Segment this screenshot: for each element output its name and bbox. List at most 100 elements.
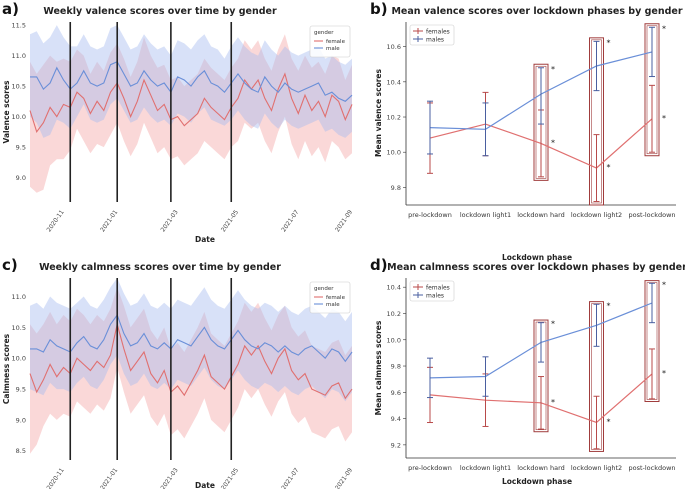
x-tick-label: lockdown light1 (460, 211, 511, 219)
x-tick-label: 2021-03 (160, 467, 180, 489)
significance-box-inner (646, 282, 658, 400)
significance-box (644, 280, 660, 403)
y-tick-label: 10.0 (12, 113, 26, 121)
y-tick-label: 10.6 (387, 43, 401, 51)
legend-label: male (326, 302, 340, 308)
significance-star: * (551, 320, 555, 329)
chart-title: Mean valence scores over lockdown phases… (391, 6, 682, 17)
y-tick-label: 9.8 (391, 184, 401, 192)
x-tick-label: lockdown light2 (571, 464, 622, 472)
y-tick-label: 10.2 (387, 310, 401, 318)
chart-title: Weekly calmness scores over time by gend… (39, 262, 281, 273)
x-axis-label: Lockdown phase (502, 477, 572, 486)
significance-box (644, 23, 660, 157)
x-tick-label: lockdown hard (517, 464, 565, 472)
y-tick-label: 10.5 (12, 324, 26, 332)
y-axis-label: Mean valence scores (374, 68, 383, 156)
series-line-female (29, 324, 353, 400)
ci-band-male (30, 278, 352, 402)
x-tick-label: 2020-11 (46, 209, 66, 234)
series-line-female (29, 72, 353, 133)
y-tick-label: 9.5 (16, 144, 26, 152)
x-tick-label: pre-lockdown (408, 464, 452, 472)
y-tick-label: 10.0 (387, 149, 401, 157)
legend-title: gender (314, 286, 334, 292)
y-tick-label: 10.4 (387, 78, 401, 86)
legend-label: females (426, 285, 450, 292)
significance-box (533, 63, 549, 181)
significance-box (589, 37, 604, 206)
plot-area (30, 278, 352, 460)
chart-title: Mean calmness scores over lockdown phase… (387, 262, 685, 273)
significance-box-inner (591, 303, 602, 450)
x-tick-label: 2021-03 (160, 209, 180, 234)
significance-star: * (662, 114, 666, 123)
legend-box (409, 280, 455, 302)
y-tick-label: 9.5 (16, 386, 26, 394)
y-tick-label: 11.5 (12, 22, 26, 30)
y-axis-label: Mean calmness scores (374, 320, 383, 415)
panel-label: c) (2, 256, 18, 274)
x-tick-label: 2021-01 (99, 209, 119, 234)
series-line-male (30, 60, 353, 102)
y-tick-label: 10.0 (12, 355, 26, 363)
legend-label: female (326, 295, 346, 301)
y-tick-label: 9.0 (16, 174, 26, 182)
y-tick-label: 9.8 (391, 363, 401, 371)
y-axis-label: Valence scores (2, 80, 11, 143)
x-axis-label: Date (195, 481, 215, 489)
panel-label: b) (370, 0, 388, 18)
x-tick-label: 2021-07 (280, 209, 300, 234)
significance-star: * (662, 280, 666, 289)
chart-title: Weekly valence scores over time by gende… (43, 6, 277, 17)
x-tick-label: 2021-09 (334, 467, 354, 489)
y-tick-label: 10.2 (387, 114, 401, 122)
y-axis-label: Calmness scores (2, 333, 11, 404)
significance-star: * (551, 138, 555, 147)
significance-box (589, 301, 604, 452)
significance-star: * (662, 369, 666, 378)
y-tick-label: 9.0 (16, 416, 26, 424)
legend-label: male (326, 46, 340, 52)
legend-label: males (426, 37, 444, 44)
x-tick-label: lockdown hard (517, 211, 565, 219)
x-tick-label: 2021-05 (220, 467, 240, 489)
x-tick-label: lockdown light2 (571, 211, 622, 219)
ci-band-female (30, 287, 352, 454)
significance-star: * (551, 398, 555, 407)
x-tick-label: 2021-09 (334, 209, 354, 234)
y-tick-label: 10.4 (387, 284, 401, 292)
series-line-male (30, 313, 353, 363)
y-tick-label: 11.0 (12, 52, 26, 60)
x-tick-label: 2021-07 (280, 467, 300, 489)
y-tick-label: 9.2 (391, 441, 401, 449)
x-tick-label: pre-lockdown (408, 211, 452, 219)
significance-box-inner (646, 25, 658, 155)
panel-label: a) (2, 0, 19, 18)
legend-title: gender (314, 30, 334, 36)
significance-box-inner (535, 65, 547, 179)
x-tick-label: lockdown light1 (460, 464, 511, 472)
y-tick-label: 9.6 (391, 389, 401, 397)
legend-label: females (426, 29, 450, 36)
significance-box (533, 319, 549, 433)
legend-box (309, 25, 351, 58)
x-axis-label: Lockdown phase (502, 253, 572, 262)
y-tick-label: 11.0 (12, 293, 26, 301)
x-axis-label: Date (195, 235, 215, 244)
legend-box (409, 24, 455, 46)
legend-label: males (426, 293, 444, 300)
y-tick-label: 9.4 (391, 415, 401, 423)
x-tick-label: 2021-05 (220, 209, 240, 234)
legend-label: female (326, 39, 346, 45)
legend-box (309, 281, 351, 314)
significance-box-inner (535, 321, 547, 431)
significance-star: * (607, 163, 611, 172)
x-tick-label: 2021-01 (99, 467, 119, 489)
significance-star: * (662, 24, 666, 33)
x-tick-label: post-lockdown (628, 211, 675, 219)
significance-star: * (607, 301, 611, 310)
y-tick-label: 10.5 (12, 83, 26, 91)
x-tick-label: 2020-11 (46, 467, 66, 489)
